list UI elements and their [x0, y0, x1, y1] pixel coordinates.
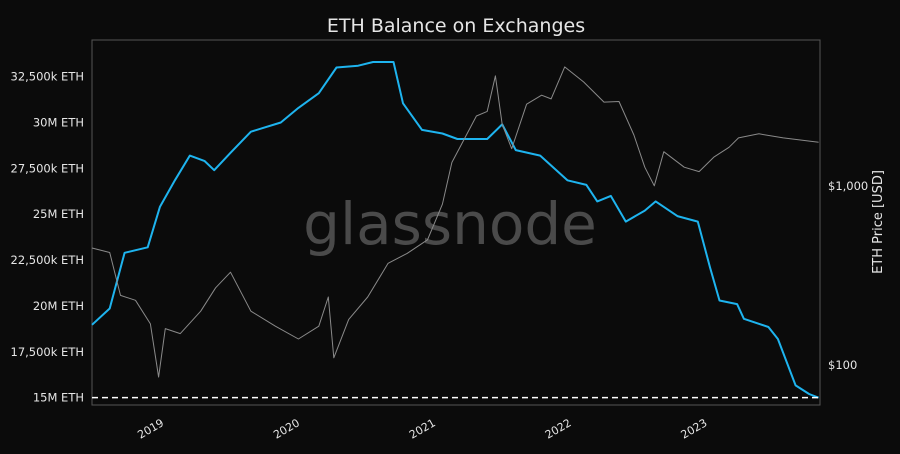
- y-left-tick-label: 27,500k ETH: [11, 161, 85, 175]
- right-axis-label: ETH Price [USD]: [871, 170, 886, 274]
- y-left-tick-label: 32,500k ETH: [11, 70, 85, 84]
- x-tick-label: 2019: [135, 416, 166, 441]
- x-tick-label: 2021: [407, 416, 438, 441]
- x-tick-label: 2022: [543, 416, 574, 441]
- balance-series-line: [91, 61, 819, 399]
- y-left-tick-label: 22,500k ETH: [11, 253, 85, 267]
- y-left-tick-label: 17,500k ETH: [11, 345, 85, 359]
- x-tick-label: 2023: [679, 416, 710, 441]
- watermark: glassnode: [303, 190, 597, 258]
- y-left-tick-label: 20M ETH: [33, 299, 84, 313]
- x-tick-label: 2020: [271, 416, 302, 441]
- y-left-tick-label: 30M ETH: [33, 116, 84, 130]
- price-series-line: [91, 66, 819, 378]
- y-right-tick-label: $1,000: [828, 179, 868, 193]
- chart-title: ETH Balance on Exchanges: [327, 15, 585, 37]
- y-left-tick-label: 25M ETH: [33, 207, 84, 221]
- y-right-tick-label: $100: [828, 358, 857, 372]
- y-left-tick-label: 15M ETH: [33, 391, 84, 405]
